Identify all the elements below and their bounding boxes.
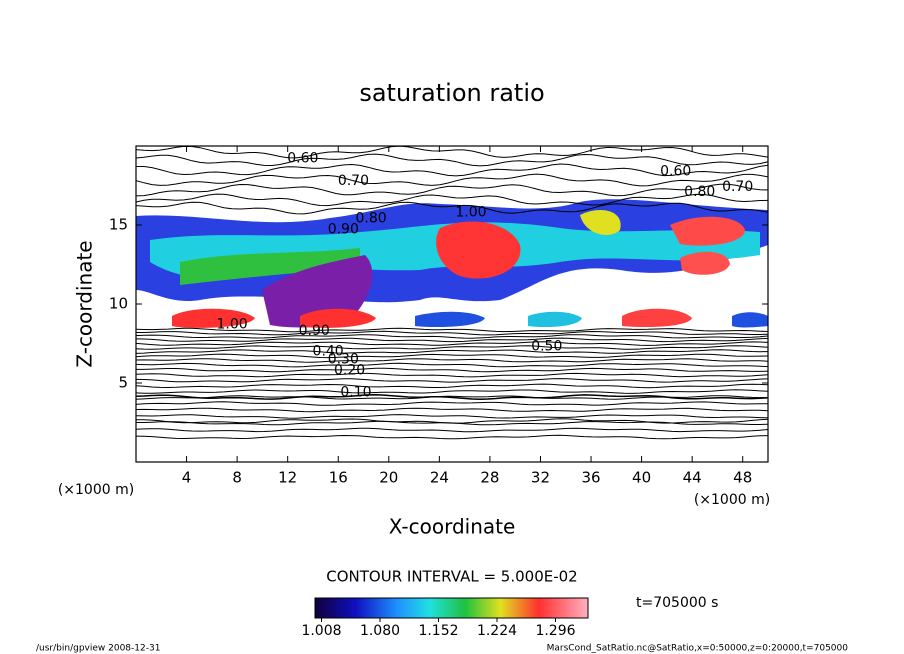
contour-line [136, 358, 768, 363]
contour-label: 0.60 [287, 151, 318, 167]
field-band [580, 210, 621, 235]
contour-label: 0.40 [313, 343, 344, 359]
contour-line [136, 378, 768, 383]
contour-label: 0.10 [340, 384, 371, 400]
contour-line [136, 173, 768, 187]
contour-label: 0.80 [684, 184, 715, 200]
contour-label: 0.70 [338, 173, 369, 189]
field-band [680, 251, 730, 275]
contour-label: 1.00 [455, 204, 486, 220]
contour-line [136, 389, 768, 394]
contour-line [136, 341, 768, 346]
field-band [180, 248, 360, 285]
contour-label: 0.20 [334, 362, 365, 378]
contour-line [136, 330, 768, 336]
x-tick-label: 24 [430, 469, 449, 487]
colorbar-tick-label: 1.296 [535, 623, 575, 639]
field [136, 146, 768, 440]
contour-line [136, 394, 768, 400]
y-tick-label: 5 [118, 374, 128, 392]
contour-line [136, 327, 768, 333]
contour-line [136, 372, 768, 378]
contour-label: 0.30 [328, 351, 359, 367]
x-tick-label: 36 [581, 469, 600, 487]
x-tick-label: 20 [379, 469, 398, 487]
contour-line [136, 407, 768, 413]
contour-label: 0.50 [531, 339, 562, 355]
contour-line [136, 146, 768, 159]
field-band [172, 308, 255, 328]
contour-lines [136, 146, 768, 440]
x-tick-label: 32 [531, 469, 550, 487]
contour-interval: CONTOUR INTERVAL = 5.000E-02 [326, 568, 577, 586]
contour-line [136, 345, 768, 350]
y-axis-label: Z-coordinate [73, 240, 97, 367]
colorbar-tick-label: 1.008 [301, 623, 341, 639]
contour-line [136, 337, 768, 343]
x-tick-label: 28 [480, 469, 499, 487]
contour-line [136, 401, 768, 406]
contour-line [136, 349, 768, 354]
contour-line [136, 427, 768, 433]
x-tick-label: 12 [278, 469, 297, 487]
contour-label: 0.90 [328, 222, 359, 238]
contour-line [136, 383, 768, 389]
contour-line [136, 193, 768, 207]
field-band [300, 308, 376, 328]
field-band [670, 216, 745, 246]
contour-line [136, 353, 768, 359]
contour-line [136, 414, 768, 419]
x-unit: (×1000 m) [694, 492, 770, 508]
x-tick-label: 44 [683, 469, 702, 487]
x-tick-label: 48 [733, 469, 752, 487]
field-band [732, 312, 768, 328]
contour-line [136, 334, 768, 339]
y-tick-label: 15 [109, 216, 128, 234]
field-band [415, 311, 485, 328]
x-tick-label: 4 [182, 469, 192, 487]
y-tick-label: 10 [109, 295, 128, 313]
contour-line [136, 163, 768, 177]
contour-line [136, 418, 768, 424]
contour-line [136, 362, 768, 368]
colorbar-tick-label: 1.224 [477, 623, 517, 639]
contour-line [136, 153, 768, 167]
contour-line [136, 434, 768, 440]
contour-line [136, 183, 768, 197]
field-band [528, 311, 582, 328]
contour-label: 0.90 [299, 323, 330, 339]
contour-label: 0.80 [356, 211, 387, 227]
x-tick-label: 40 [632, 469, 651, 487]
colorbar [314, 597, 589, 619]
field-band [436, 221, 521, 279]
x-tick-label: 16 [329, 469, 348, 487]
y-unit: (×1000 m) [58, 482, 134, 498]
time-label: t=705000 s [636, 595, 718, 611]
contour-line [136, 367, 768, 373]
contour-label: 1.00 [216, 317, 247, 333]
plot-frame [135, 145, 769, 463]
contour-label: 0.60 [660, 163, 691, 179]
x-axis-label: X-coordinate [389, 515, 516, 539]
contour-line [136, 201, 768, 215]
footer-left: /usr/bin/gpview 2008-12-31 [36, 644, 160, 654]
footer-right: MarsCond_SatRatio.nc@SatRatio,x=0:50000,… [547, 644, 849, 654]
chart-title: saturation ratio [359, 79, 544, 107]
field-band [622, 308, 692, 328]
colorbar-ticks: 1.008 1.080 1.152 1.224 1.296 [301, 618, 576, 639]
colorbar-tick-label: 1.152 [418, 623, 458, 639]
contour-label: 0.70 [722, 179, 753, 195]
x-tick-label: 8 [232, 469, 242, 487]
colorbar-tick-label: 1.080 [360, 623, 400, 639]
